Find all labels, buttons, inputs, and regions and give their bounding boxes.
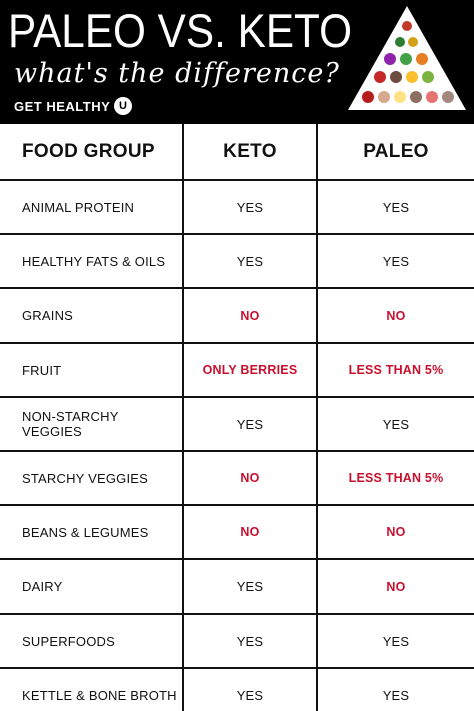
column-divider bbox=[182, 124, 184, 711]
paleo-cell: YES bbox=[382, 633, 410, 649]
page-subtitle: what's the difference? bbox=[14, 58, 340, 89]
paleo-cell: NO bbox=[386, 308, 406, 323]
food-pyramid-icon bbox=[348, 6, 466, 110]
table-row: DAIRY YES NO bbox=[0, 560, 474, 613]
paleo-cell: LESS THAN 5% bbox=[348, 363, 444, 377]
keto-cell: NO bbox=[240, 308, 260, 323]
table-row: KETTLE & BONE BROTH YES YES bbox=[0, 669, 474, 711]
table-row: GRAINS NO NO bbox=[0, 289, 474, 342]
keto-cell: YES bbox=[236, 416, 264, 432]
row-divider bbox=[0, 558, 474, 560]
keto-cell: ONLY BERRIES bbox=[202, 363, 298, 377]
column-header-food-group: FOOD GROUP bbox=[22, 140, 155, 162]
row-divider bbox=[0, 504, 474, 506]
food-group-cell: STARCHY VEGGIES bbox=[22, 470, 149, 486]
paleo-cell: YES bbox=[382, 199, 410, 215]
keto-cell: YES bbox=[236, 687, 264, 703]
row-divider bbox=[0, 179, 474, 181]
table-row: ANIMAL PROTEIN YES YES bbox=[0, 181, 474, 233]
row-divider bbox=[0, 396, 474, 398]
food-group-cell: ANIMAL PROTEIN bbox=[22, 199, 135, 215]
brand-name: GET HEALTHY bbox=[14, 98, 111, 114]
table-row: FRUIT ONLY BERRIES LESS THAN 5% bbox=[0, 344, 474, 396]
brand-logo: GET HEALTHY U bbox=[14, 97, 133, 115]
table-row: STARCHY VEGGIES NO LESS THAN 5% bbox=[0, 452, 474, 504]
table-row: BEANS & LEGUMES NO NO bbox=[0, 506, 474, 558]
header-banner: PALEO VS. KETO what's the difference? GE… bbox=[0, 0, 474, 124]
paleo-cell: YES bbox=[382, 416, 410, 432]
table-header-row: FOOD GROUP KETO PALEO bbox=[0, 124, 474, 179]
brand-badge: U bbox=[114, 97, 133, 115]
keto-cell: NO bbox=[240, 525, 260, 539]
paleo-cell: YES bbox=[382, 253, 410, 269]
table-row: SUPERFOODS YES YES bbox=[0, 615, 474, 667]
column-header-keto: KETO bbox=[223, 140, 277, 162]
paleo-cell: YES bbox=[382, 687, 410, 703]
food-group-cell: SUPERFOODS bbox=[22, 633, 116, 649]
food-group-cell: KETTLE & BONE BROTH bbox=[22, 687, 177, 703]
food-group-cell: DAIRY bbox=[22, 579, 63, 594]
column-divider bbox=[316, 124, 318, 711]
page-title: PALEO VS. KETO bbox=[8, 4, 353, 57]
row-divider bbox=[0, 342, 474, 344]
paleo-cell: NO bbox=[386, 579, 406, 594]
food-group-cell: HEALTHY FATS & OILS bbox=[22, 253, 166, 269]
row-divider bbox=[0, 613, 474, 615]
food-group-cell: FRUIT bbox=[22, 362, 62, 378]
row-divider bbox=[0, 233, 474, 235]
table-row: HEALTHY FATS & OILS YES YES bbox=[0, 235, 474, 287]
paleo-cell: LESS THAN 5% bbox=[348, 471, 444, 485]
keto-cell: NO bbox=[240, 471, 260, 485]
food-group-cell: NON-STARCHY VEGGIES bbox=[22, 409, 119, 439]
keto-cell: YES bbox=[236, 579, 264, 594]
row-divider bbox=[0, 287, 474, 289]
row-divider bbox=[0, 667, 474, 669]
food-group-cell: GRAINS bbox=[22, 308, 74, 323]
column-header-paleo: PALEO bbox=[363, 140, 429, 162]
table-row: NON-STARCHY VEGGIES YES YES bbox=[0, 398, 474, 450]
food-group-cell: BEANS & LEGUMES bbox=[22, 524, 149, 540]
keto-cell: YES bbox=[236, 199, 264, 215]
comparison-table: FOOD GROUP KETO PALEO ANIMAL PROTEIN YES Y… bbox=[0, 124, 474, 711]
keto-cell: YES bbox=[236, 253, 264, 269]
keto-cell: YES bbox=[236, 633, 264, 649]
paleo-cell: NO bbox=[386, 525, 406, 539]
row-divider bbox=[0, 450, 474, 452]
